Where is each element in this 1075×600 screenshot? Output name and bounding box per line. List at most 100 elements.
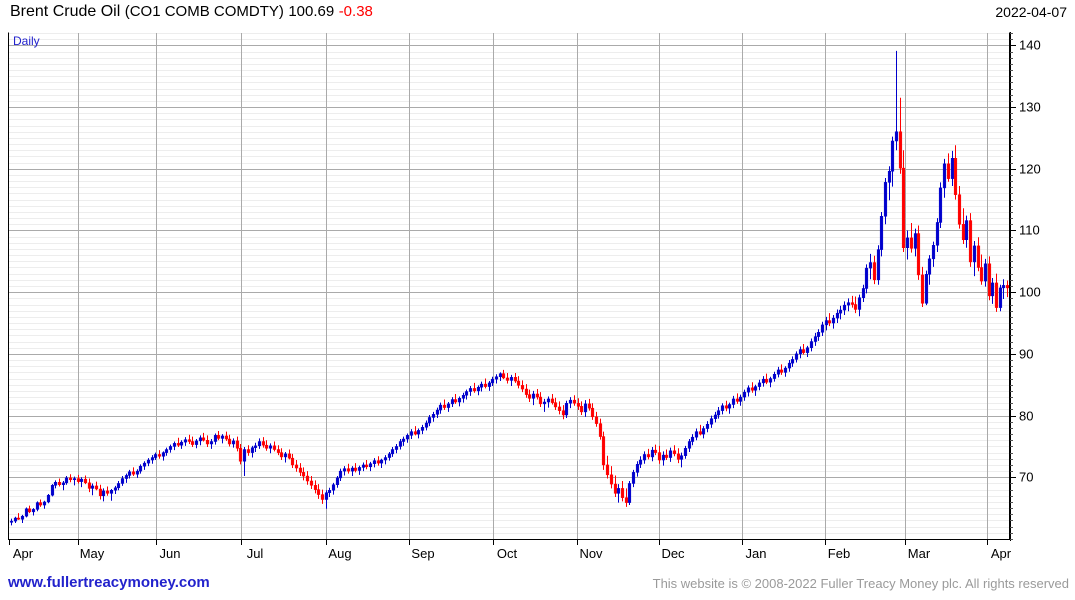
price-tick-minor <box>1010 311 1013 312</box>
price-tick-label: 140 <box>1019 37 1041 53</box>
date-tick-mark <box>493 540 494 545</box>
price-tick-label: 70 <box>1019 469 1034 485</box>
price-tick-minor <box>1010 200 1013 201</box>
price-tick-minor <box>1010 496 1013 497</box>
price-tick-minor <box>1010 206 1013 207</box>
price-tick-minor <box>1010 372 1013 373</box>
last-price: 100.69 <box>288 3 335 20</box>
price-tick-minor <box>1010 267 1013 268</box>
price-tick-minor <box>1010 453 1013 454</box>
price-tick-minor <box>1010 329 1013 330</box>
price-tick-minor <box>1010 366 1013 367</box>
price-tick-minor <box>1010 459 1013 460</box>
price-tick-minor <box>1010 514 1013 515</box>
price-tick-minor <box>1010 138 1013 139</box>
price-tick-minor <box>1010 323 1013 324</box>
price-tick-minor <box>1010 224 1013 225</box>
price-tick-label: 130 <box>1019 99 1041 115</box>
date-tick-label: Jun <box>159 546 181 561</box>
price-tick-minor <box>1010 144 1013 145</box>
price-tick-minor <box>1010 70 1013 71</box>
price-tick-minor <box>1010 249 1013 250</box>
price-tick-minor <box>1010 527 1013 528</box>
chart-plot-area[interactable]: Daily <box>8 32 1010 540</box>
price-tick-minor <box>1010 286 1013 287</box>
price-tick-minor <box>1010 422 1013 423</box>
date-tick-mark <box>409 540 410 545</box>
date-tick-mark <box>659 540 660 545</box>
price-tick-minor <box>1010 126 1013 127</box>
date-tick-label: Aug <box>328 546 352 561</box>
price-tick-label: 90 <box>1019 346 1034 362</box>
price-tick-major <box>1010 45 1016 46</box>
quote-date: 2022-04-07 <box>995 4 1067 20</box>
price-tick-minor <box>1010 335 1013 336</box>
date-tick-mark <box>78 540 79 545</box>
price-tick-minor <box>1010 379 1013 380</box>
date-tick-label: Nov <box>579 546 603 561</box>
price-tick-label: 80 <box>1019 408 1034 424</box>
date-tick-label: Feb <box>827 546 851 561</box>
price-tick-minor <box>1010 52 1013 53</box>
price-tick-minor <box>1010 483 1013 484</box>
price-tick-minor <box>1010 82 1013 83</box>
price-tick-minor <box>1010 187 1013 188</box>
price-tick-minor <box>1010 132 1013 133</box>
price-tick-minor <box>1010 76 1013 77</box>
price-tick-minor <box>1010 150 1013 151</box>
price-tick-minor <box>1010 274 1013 275</box>
price-tick-major <box>1010 354 1016 355</box>
period-label: Daily <box>13 34 40 48</box>
price-tick-minor <box>1010 119 1013 120</box>
price-tick-minor <box>1010 446 1013 447</box>
price-tick-label: 110 <box>1019 222 1040 238</box>
instrument-name: Brent Crude Oil <box>10 3 121 20</box>
date-tick-mark <box>9 540 10 545</box>
price-tick-minor <box>1010 33 1013 34</box>
date-tick-mark <box>156 540 157 545</box>
price-tick-minor <box>1010 508 1013 509</box>
date-tick-label: Jul <box>246 546 264 561</box>
price-tick-minor <box>1010 64 1013 65</box>
price-tick-minor <box>1010 342 1013 343</box>
price-tick-minor <box>1010 434 1013 435</box>
price-tick-minor <box>1010 175 1013 176</box>
price-tick-minor <box>1010 156 1013 157</box>
price-tick-minor <box>1010 280 1013 281</box>
price-tick-minor <box>1010 163 1013 164</box>
price-tick-minor <box>1010 39 1013 40</box>
price-tick-minor <box>1010 212 1013 213</box>
price-tick-minor <box>1010 397 1013 398</box>
date-tick-mark <box>987 540 988 545</box>
copyright-notice: This website is © 2008-2022 Fuller Treac… <box>652 576 1069 591</box>
price-tick-minor <box>1010 471 1013 472</box>
price-tick-minor <box>1010 348 1013 349</box>
price-tick-minor <box>1010 305 1013 306</box>
date-tick-label: May <box>79 546 105 561</box>
date-tick-label: Sep <box>411 546 435 561</box>
price-tick-minor <box>1010 218 1013 219</box>
date-tick-label: Apr <box>12 546 34 561</box>
instrument-code: (CO1 COMB COMDTY) <box>124 3 284 20</box>
price-tick-major <box>1010 416 1016 417</box>
date-tick-mark <box>577 540 578 545</box>
date-tick-mark <box>241 540 242 545</box>
price-tick-minor <box>1010 237 1013 238</box>
price-tick-minor <box>1010 465 1013 466</box>
price-tick-minor <box>1010 89 1013 90</box>
chart-header: Brent Crude Oil (CO1 COMB COMDTY) 100.69… <box>0 0 1075 28</box>
site-url-link[interactable]: www.fullertreacymoney.com <box>8 574 210 591</box>
price-tick-minor <box>1010 298 1013 299</box>
date-tick-label: Oct <box>496 546 518 561</box>
price-tick-minor <box>1010 193 1013 194</box>
price-tick-major <box>1010 292 1016 293</box>
price-tick-minor <box>1010 502 1013 503</box>
instrument-title: Brent Crude Oil (CO1 COMB COMDTY) 100.69… <box>10 3 373 21</box>
date-tick-mark <box>825 540 826 545</box>
price-tick-major <box>1010 477 1016 478</box>
price-tick-minor <box>1010 360 1013 361</box>
price-tick-minor <box>1010 95 1013 96</box>
price-tick-minor <box>1010 243 1013 244</box>
price-tick-minor <box>1010 403 1013 404</box>
price-tick-label: 100 <box>1019 284 1041 300</box>
